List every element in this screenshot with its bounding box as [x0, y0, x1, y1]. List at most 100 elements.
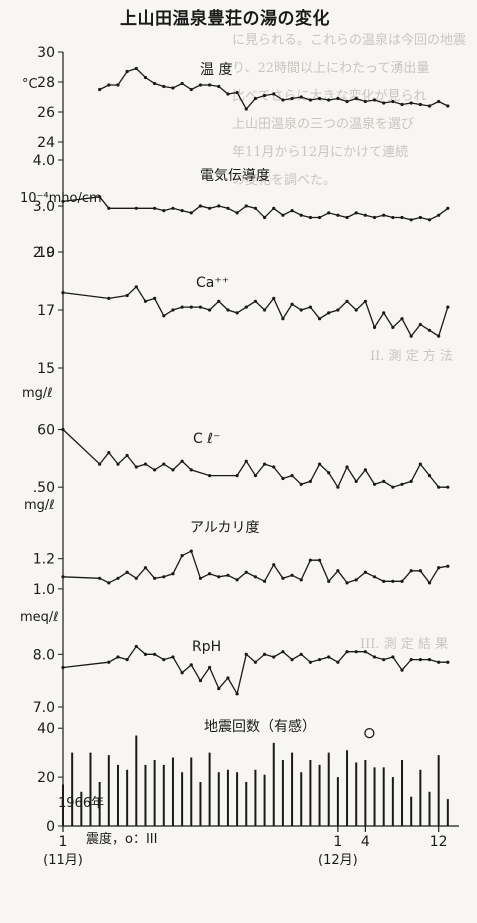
- calcium-data-point: [162, 314, 166, 318]
- temperature-data-point: [317, 96, 322, 101]
- rph-data-point: [153, 652, 157, 656]
- bleed-text-line: 比べてさらに大きな変化が見られ: [232, 88, 426, 104]
- rph-data-point: [281, 650, 285, 654]
- x-tick-label: 4: [361, 834, 370, 850]
- alkalinity-data-point: [226, 573, 230, 577]
- calcium-data-point: [409, 334, 413, 338]
- conductivity-y-tick-label: 2.0: [33, 245, 55, 261]
- chloride-data-point: [427, 474, 432, 478]
- temperature-data-point: [253, 96, 258, 101]
- calcium-data-point: [226, 308, 230, 312]
- bleed-text-line: 年11月から12月にかけて連続: [232, 145, 408, 160]
- calcium-data-point: [391, 325, 395, 329]
- conductivity-unit: 10⁻⁴mho/cm: [20, 191, 102, 206]
- calcium-title: Ca⁺⁺: [196, 275, 229, 291]
- rph-data-point: [345, 650, 349, 654]
- conductivity-data-point: [208, 206, 212, 210]
- rph-data-point: [162, 658, 166, 662]
- calcium-data-point: [125, 293, 129, 298]
- alkalinity-data-point: [345, 581, 349, 585]
- calcium-data-point: [217, 299, 221, 303]
- temperature-data-point: [226, 92, 230, 96]
- alkalinity-data-point: [446, 564, 450, 568]
- conductivity-data-point: [345, 215, 349, 220]
- temperature-data-point: [198, 83, 203, 87]
- conductivity-data-point: [180, 209, 184, 213]
- calcium-y-tick-label: 19: [37, 245, 55, 261]
- chloride-data-point: [308, 479, 312, 484]
- chloride-data-point: [235, 474, 239, 478]
- chloride-data-point: [262, 462, 267, 466]
- conductivity-data-point: [272, 206, 276, 210]
- alkalinity-data-point: [134, 576, 138, 580]
- rph-data-point: [143, 652, 148, 656]
- rph-data-point: [299, 652, 303, 656]
- alkalinity-series-line: [62, 550, 448, 584]
- rph-data-point: [409, 658, 413, 662]
- rph-data-point: [107, 660, 111, 664]
- conductivity-data-point: [382, 213, 386, 217]
- calcium-data-point: [198, 305, 203, 309]
- year-label: 1966年: [58, 796, 105, 811]
- calcium-data-point: [437, 334, 441, 338]
- rph-data-point: [180, 671, 184, 675]
- alkalinity-unit: meq/ℓ: [20, 610, 59, 625]
- rph-data-point: [125, 658, 129, 662]
- temperature-data-point: [180, 81, 184, 86]
- calcium-data-point: [61, 291, 65, 295]
- alkalinity-data-point: [317, 558, 322, 562]
- chloride-series-line: [62, 429, 448, 489]
- chloride-data-point: [253, 474, 258, 478]
- conductivity-data-point: [363, 213, 367, 217]
- chloride-data-point: [437, 485, 441, 489]
- bleed-text-line: 上山田温泉の三つの温泉を選び: [232, 116, 414, 132]
- rph-data-point: [354, 650, 358, 654]
- rph-data-point: [372, 655, 377, 659]
- chloride-data-point: [162, 462, 166, 466]
- intensity-note: 震度，o：III: [86, 832, 158, 847]
- alkalinity-data-point: [382, 579, 386, 583]
- chloride-data-point: [354, 479, 358, 484]
- temperature-data-point: [327, 98, 331, 102]
- quake-count-y-tick-label: 0: [46, 819, 55, 835]
- temperature-data-point: [308, 98, 312, 102]
- conductivity-data-point: [327, 211, 331, 215]
- x-month-label: (11月): [43, 853, 83, 868]
- calcium-data-point: [382, 311, 386, 315]
- chloride-unit: mg/ℓ: [24, 498, 55, 513]
- x-tick-label: 12: [430, 834, 448, 850]
- conductivity-data-point: [317, 215, 322, 220]
- alkalinity-data-point: [400, 579, 404, 583]
- alkalinity-data-point: [418, 569, 422, 573]
- rph-data-point: [244, 652, 248, 656]
- chloride-data-point: [61, 427, 65, 432]
- temperature-data-point: [244, 107, 248, 111]
- rph-data-point: [217, 686, 221, 691]
- conductivity-data-point: [308, 215, 312, 220]
- x-month-label: (12月): [318, 853, 358, 868]
- conductivity-data-point: [61, 199, 65, 203]
- rph-data-point: [272, 655, 276, 659]
- temperature-data-point: [427, 104, 432, 108]
- chloride-data-point: [153, 468, 157, 472]
- alkalinity-data-point: [98, 576, 102, 580]
- calcium-data-point: [262, 308, 267, 312]
- temperature-data-point: [290, 96, 294, 101]
- rph-data-point: [262, 652, 267, 656]
- alkalinity-data-point: [61, 575, 65, 579]
- alkalinity-data-point: [363, 570, 367, 574]
- rph-y-tick-label: 8.0: [33, 647, 55, 663]
- chloride-data-point: [418, 462, 422, 466]
- calcium-unit: mg/ℓ: [22, 386, 53, 401]
- temperature-data-point: [189, 87, 193, 92]
- temperature-data-point: [345, 99, 349, 104]
- alkalinity-data-point: [372, 575, 377, 579]
- chloride-data-point: [171, 468, 175, 472]
- temperature-data-point: [98, 87, 102, 92]
- conductivity-data-point: [409, 218, 413, 222]
- rph-data-point: [208, 665, 212, 670]
- conductivity-data-point: [372, 215, 377, 220]
- alkalinity-data-point: [180, 554, 184, 558]
- alkalinity-data-point: [308, 558, 312, 562]
